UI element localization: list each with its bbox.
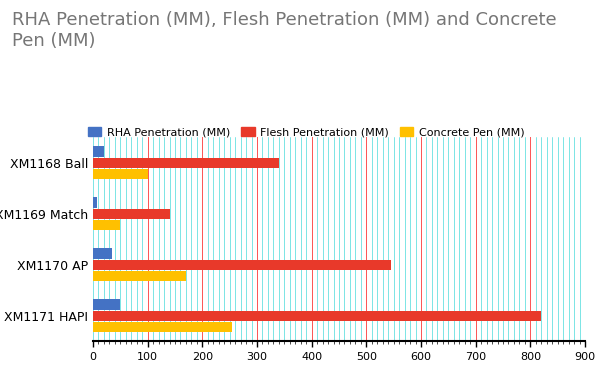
- Bar: [93, 311, 541, 321]
- Bar: [93, 271, 186, 281]
- Legend: RHA Penetration (MM), Flesh Penetration (MM), Concrete Pen (MM): RHA Penetration (MM), Flesh Penetration …: [83, 122, 529, 142]
- Text: RHA Penetration (MM), Flesh Penetration (MM) and Concrete
Pen (MM): RHA Penetration (MM), Flesh Penetration …: [12, 11, 557, 50]
- Bar: [93, 220, 121, 230]
- Bar: [93, 299, 121, 310]
- Bar: [93, 249, 112, 259]
- Bar: [93, 322, 232, 332]
- Bar: [93, 169, 148, 179]
- Bar: [93, 260, 391, 270]
- Bar: [93, 209, 170, 219]
- Bar: [93, 197, 97, 208]
- Bar: [93, 158, 279, 168]
- Bar: [93, 147, 104, 157]
